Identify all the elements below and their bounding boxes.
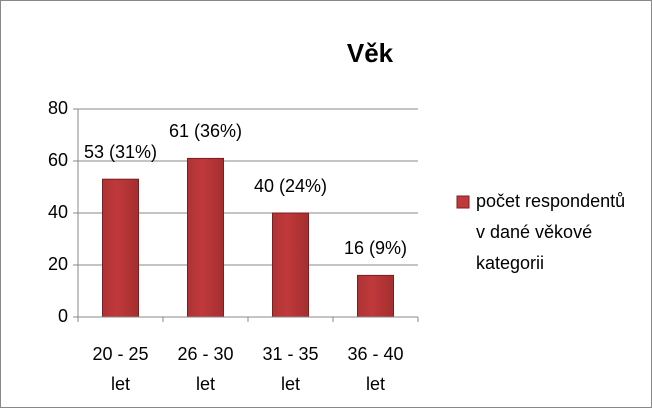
y-tick-label: 0 bbox=[58, 306, 68, 326]
legend-label: počet respondentů v dané věkové kategori… bbox=[476, 191, 626, 273]
y-tick-label: 80 bbox=[48, 98, 68, 118]
value-label: 40 (24%) bbox=[254, 176, 327, 196]
x-tick-label: 36 - 40 let bbox=[347, 344, 404, 394]
x-tick-label: 31 - 35 let bbox=[262, 344, 319, 394]
legend-swatch bbox=[456, 195, 470, 209]
bar bbox=[187, 157, 224, 318]
x-tick-label: 26 - 30 let bbox=[177, 344, 234, 394]
y-tick-label: 60 bbox=[48, 150, 68, 170]
y-tick-label: 40 bbox=[48, 202, 68, 222]
value-label: 16 (9%) bbox=[344, 238, 407, 258]
bar bbox=[357, 274, 394, 318]
bar bbox=[102, 178, 139, 318]
bar bbox=[272, 212, 309, 318]
value-label: 53 (31%) bbox=[84, 142, 157, 162]
y-tick-label: 20 bbox=[48, 254, 68, 274]
value-label: 61 (36%) bbox=[169, 121, 242, 141]
chart-title: Věk bbox=[347, 38, 394, 68]
x-tick-label: 20 - 25 let bbox=[92, 344, 149, 394]
